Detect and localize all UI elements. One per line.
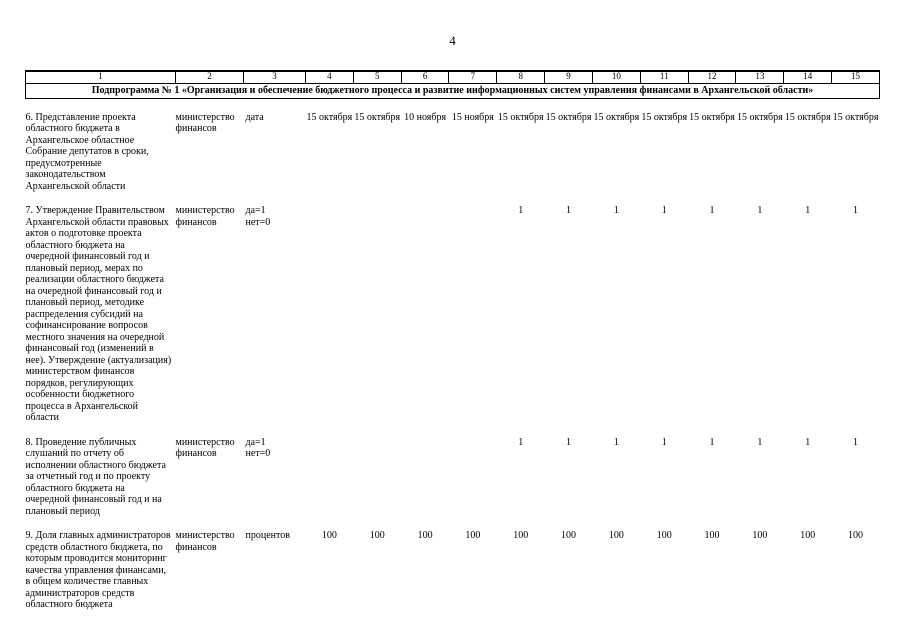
value-cell: 1 (805, 205, 811, 217)
table-row: 9. Доля главных администраторов средств … (26, 517, 880, 611)
value-cell: 1 (853, 205, 859, 217)
value-cell (353, 424, 401, 518)
value-cell: 15 октября (689, 111, 735, 123)
value-cell: 10 ноября (404, 111, 447, 123)
value-cell (306, 192, 354, 424)
value-cell: 1 (709, 205, 715, 217)
column-number-cell: 10 (591, 70, 641, 84)
subprogram-title-row: Подпрограмма № 1 «Организация и обеспече… (25, 82, 880, 99)
unit-cell: да=1 нет=0 (245, 436, 271, 460)
value-cell: 1 (613, 205, 619, 217)
value-cell: 1 (853, 436, 859, 448)
subprogram-title: Подпрограмма № 1 «Организация и обеспече… (25, 82, 880, 99)
column-number-cell: 7 (448, 70, 498, 84)
value-cell: 15 октября (832, 111, 879, 123)
value-cell: 100 (848, 530, 864, 542)
column-numbers-row: 1 2 3 4 5 6 7 8 9 10 11 12 13 14 15 (25, 70, 880, 84)
value-cell: 1 (757, 205, 763, 217)
value-cell: 15 октября (497, 111, 544, 123)
column-number-cell: 6 (400, 70, 450, 84)
column-number-cell: 15 (831, 70, 880, 84)
table-body: 6. Представление проекта областного бюдж… (26, 98, 880, 611)
column-number-cell: 9 (544, 70, 593, 84)
value-cell: 15 октября (545, 111, 592, 123)
value-cell: 1 (709, 436, 715, 448)
column-number-cell: 1 (25, 70, 176, 84)
activity-cell: 8. Проведение публичных слушаний по отче… (25, 436, 166, 517)
value-cell: 100 (513, 530, 529, 542)
unit-cell: да=1 нет=0 (245, 205, 271, 228)
column-number-cell: 8 (496, 70, 546, 84)
value-cell: 1 (661, 436, 667, 448)
column-number-cell: 5 (352, 70, 402, 84)
value-cell: 100 (465, 530, 481, 542)
column-number-cell: 2 (175, 70, 244, 84)
value-cell: 100 (321, 530, 337, 542)
value-cell (306, 424, 354, 518)
value-cell: 1 (661, 205, 667, 217)
value-cell: 15 ноября (451, 111, 494, 123)
value-cell: 1 (566, 205, 572, 217)
value-cell: 15 октября (784, 111, 831, 123)
executor-cell: министерство финансов (175, 436, 235, 460)
executor-cell: министерство финансов (175, 530, 235, 553)
value-cell (449, 424, 497, 518)
page-number: 4 (449, 33, 456, 48)
table-row: 7. Утверждение Правительством Архангельс… (26, 192, 880, 424)
value-cell: 1 (518, 436, 524, 448)
table-row: 6. Представление проекта областного бюдж… (26, 98, 880, 192)
activity-cell: 6. Представление проекта областного бюдж… (25, 111, 149, 192)
value-cell: 15 октября (641, 111, 688, 123)
value-cell: 1 (613, 436, 619, 448)
value-cell: 15 октября (593, 111, 640, 123)
value-cell: 100 (369, 530, 385, 542)
activity-cell: 7. Утверждение Правительством Архангельс… (25, 205, 172, 424)
value-cell: 100 (656, 530, 672, 542)
value-cell (353, 192, 401, 424)
table-row: 8. Проведение публичных слушаний по отче… (26, 424, 880, 518)
value-cell: 1 (566, 436, 572, 448)
value-cell: 100 (561, 530, 577, 542)
column-number-cell: 3 (243, 70, 306, 84)
value-cell: 1 (805, 436, 811, 448)
unit-cell: процентов (245, 530, 290, 542)
column-number-cell: 13 (735, 70, 785, 84)
activity-cell: 9. Доля главных администраторов средств … (25, 530, 171, 611)
value-cell: 15 октября (354, 111, 401, 123)
column-number-cell: 12 (687, 70, 737, 84)
value-cell: 15 октября (306, 111, 353, 123)
value-cell: 100 (417, 530, 433, 542)
value-cell: 15 октября (736, 111, 783, 123)
executor-cell: министерство финансов (175, 111, 235, 135)
value-cell: 100 (608, 530, 624, 542)
column-number-cell: 11 (639, 70, 689, 84)
value-cell: 1 (518, 205, 524, 217)
value-cell: 100 (800, 530, 816, 542)
column-number-cell: 14 (783, 70, 833, 84)
value-cell (401, 192, 449, 424)
value-cell (449, 192, 497, 424)
value-cell: 1 (757, 436, 763, 448)
value-cell: 100 (752, 530, 768, 542)
unit-cell: дата (245, 111, 264, 123)
value-cell (401, 424, 449, 518)
table-header: 1 2 3 4 5 6 7 8 9 10 11 12 13 14 15 Подп… (25, 70, 880, 99)
executor-cell: министерство финансов (175, 205, 235, 228)
value-cell: 100 (704, 530, 720, 542)
column-number-cell: 4 (305, 70, 354, 84)
subprogram-indicators-table: 1 2 3 4 5 6 7 8 9 10 11 12 13 14 15 Подп… (25, 70, 880, 611)
